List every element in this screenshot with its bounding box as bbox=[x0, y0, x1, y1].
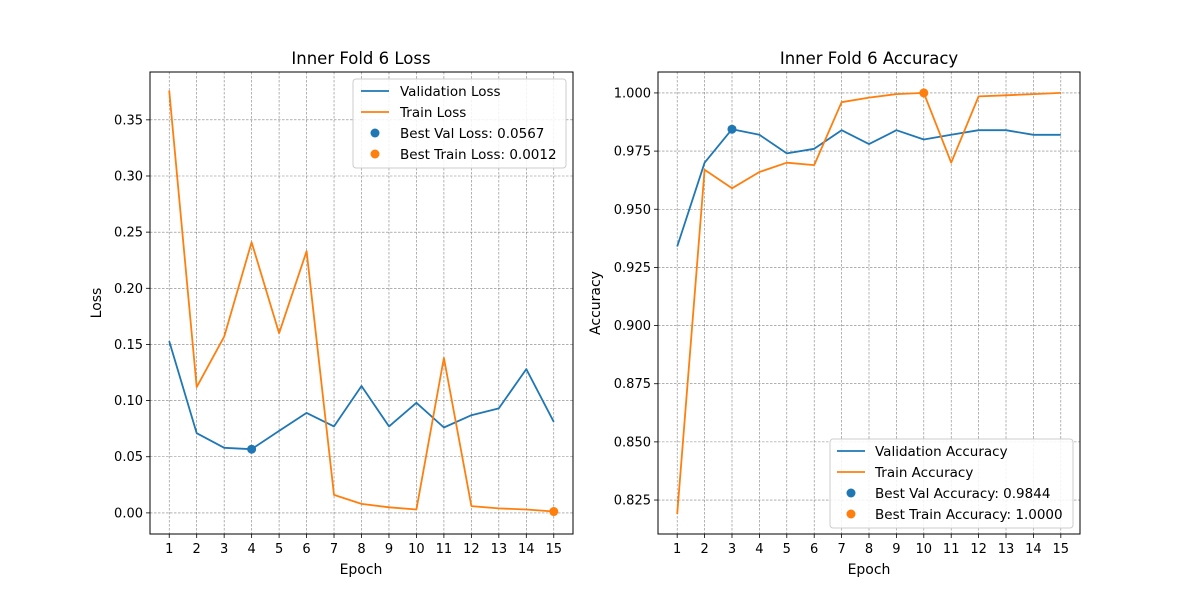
accuracy-y-tick-label: 0.950 bbox=[614, 203, 651, 218]
legend-label-best-val-loss: Best Val Loss: 0.0567 bbox=[400, 126, 544, 142]
loss-x-tick-label: 5 bbox=[275, 542, 283, 557]
accuracy-ticks: 1 2 3 4 5 6 7 8 9 10 11 12 13 14 150.8250.8500.8750.90… bbox=[614, 86, 1069, 557]
accuracy-best-marker-train bbox=[919, 88, 929, 98]
loss-y-tick-label: 0.10 bbox=[114, 394, 143, 409]
loss-x-tick-label: 13 bbox=[491, 542, 508, 557]
accuracy-y-tick-label: 0.850 bbox=[614, 435, 651, 450]
loss-x-tick-label: 9 bbox=[385, 542, 393, 557]
loss-x-tick-label: 3 bbox=[220, 542, 228, 557]
accuracy-y-tick-label: 0.875 bbox=[614, 377, 651, 392]
loss-x-tick-label: 14 bbox=[518, 542, 535, 557]
legend-marker-best-train-accuracy bbox=[846, 509, 856, 519]
accuracy-x-tick-label: 14 bbox=[1025, 542, 1042, 557]
accuracy-chart: 1 2 3 4 5 6 7 8 9 10 11 12 13 14 150.8250.8500.8750.90… bbox=[588, 49, 1081, 578]
loss-y-tick-label: 0.15 bbox=[114, 338, 143, 353]
accuracy-x-tick-label: 5 bbox=[783, 542, 791, 557]
accuracy-x-tick-label: 9 bbox=[892, 542, 900, 557]
loss-y-tick-label: 0.30 bbox=[114, 169, 143, 184]
accuracy-y-tick-label: 0.825 bbox=[614, 494, 651, 509]
legend-label-train-loss: Train Loss bbox=[399, 105, 466, 121]
accuracy-series bbox=[676, 92, 1061, 515]
accuracy-x-tick-label: 4 bbox=[755, 542, 763, 557]
loss-chart-title: Inner Fold 6 Loss bbox=[291, 49, 430, 68]
accuracy-x-tick-label: 8 bbox=[865, 542, 873, 557]
loss-legend-box bbox=[352, 78, 567, 169]
loss-legend: Validation Loss Train Loss Best Val Loss… bbox=[352, 78, 567, 169]
legend-marker-best-val-accuracy bbox=[846, 488, 856, 498]
legend-label-validation-loss: Validation Loss bbox=[400, 84, 501, 100]
legend-label-train-accuracy: Train Accuracy bbox=[874, 465, 973, 481]
loss-series-line-validation bbox=[168, 340, 555, 451]
loss-x-tick-label: 1 bbox=[165, 542, 173, 557]
accuracy-x-tick-label: 12 bbox=[970, 542, 987, 557]
loss-y-axis-label: Loss bbox=[89, 288, 105, 319]
accuracy-chart-title: Inner Fold 6 Accuracy bbox=[780, 49, 959, 68]
loss-x-tick-label: 6 bbox=[302, 542, 310, 557]
loss-x-tick-label: 4 bbox=[247, 542, 255, 557]
loss-x-tick-label: 10 bbox=[408, 542, 425, 557]
accuracy-y-axis-label: Accuracy bbox=[588, 271, 604, 335]
accuracy-y-tick-label: 0.900 bbox=[614, 319, 651, 334]
legend-label-best-val-accuracy: Best Val Accuracy: 0.9844 bbox=[875, 486, 1050, 502]
loss-y-tick-label: 0.25 bbox=[114, 226, 143, 241]
accuracy-y-tick-label: 0.925 bbox=[614, 261, 651, 276]
accuracy-x-tick-label: 2 bbox=[700, 542, 708, 557]
legend-label-best-train-accuracy: Best Train Accuracy: 1.0000 bbox=[875, 507, 1063, 523]
accuracy-series-line-train bbox=[676, 92, 1061, 515]
accuracy-x-tick-label: 3 bbox=[728, 542, 736, 557]
accuracy-best-marker-validation bbox=[727, 124, 737, 134]
loss-x-tick-label: 12 bbox=[463, 542, 480, 557]
loss-ticks: 1 2 3 4 5 6 7 8 9 10 11 12 13 14 150.000.050.100.150.2… bbox=[114, 113, 562, 557]
loss-y-tick-label: 0.05 bbox=[114, 450, 143, 465]
loss-y-tick-label: 0.20 bbox=[114, 282, 143, 297]
accuracy-x-tick-label: 7 bbox=[837, 542, 845, 557]
loss-x-axis-label: Epoch bbox=[340, 562, 383, 578]
accuracy-series-line-validation bbox=[676, 128, 1061, 247]
loss-best-marker-train bbox=[549, 507, 559, 517]
accuracy-x-tick-label: 6 bbox=[810, 542, 818, 557]
accuracy-x-axis-label: Epoch bbox=[848, 562, 891, 578]
loss-best-marker-validation bbox=[247, 444, 257, 454]
loss-chart: 1 2 3 4 5 6 7 8 9 10 11 12 13 14 150.000.050.100.150.2… bbox=[89, 49, 574, 578]
loss-x-tick-label: 2 bbox=[193, 542, 201, 557]
accuracy-best-markers bbox=[727, 88, 929, 134]
loss-series bbox=[168, 90, 555, 513]
accuracy-x-tick-label: 11 bbox=[943, 542, 960, 557]
accuracy-x-tick-label: 10 bbox=[916, 542, 933, 557]
loss-x-tick-label: 7 bbox=[330, 542, 338, 557]
loss-best-markers bbox=[247, 444, 559, 517]
loss-series-line-train bbox=[168, 90, 554, 513]
accuracy-x-tick-label: 13 bbox=[998, 542, 1015, 557]
accuracy-x-tick-label: 15 bbox=[1053, 542, 1070, 557]
accuracy-legend: Validation Accuracy Train Accuracy Best … bbox=[829, 438, 1074, 529]
loss-y-tick-label: 0.00 bbox=[114, 506, 143, 521]
accuracy-x-tick-label: 1 bbox=[673, 542, 681, 557]
loss-y-tick-label: 0.35 bbox=[114, 113, 143, 128]
legend-marker-best-val-loss bbox=[370, 128, 380, 138]
loss-x-tick-label: 8 bbox=[357, 542, 365, 557]
loss-x-tick-label: 15 bbox=[545, 542, 562, 557]
legend-marker-best-train-loss bbox=[370, 149, 380, 159]
legend-label-validation-accuracy: Validation Accuracy bbox=[875, 444, 1008, 460]
accuracy-y-tick-label: 0.975 bbox=[614, 145, 651, 160]
legend-label-best-train-loss: Best Train Loss: 0.0012 bbox=[400, 147, 557, 163]
loss-x-tick-label: 11 bbox=[436, 542, 453, 557]
accuracy-legend-box bbox=[829, 438, 1074, 529]
accuracy-y-tick-label: 1.000 bbox=[614, 86, 651, 101]
